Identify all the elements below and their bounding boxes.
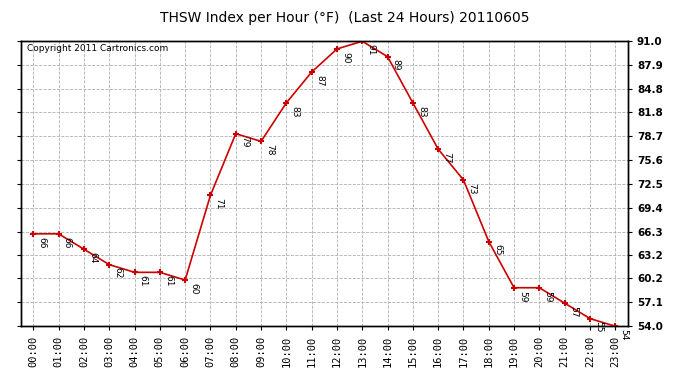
Text: 65: 65 [493,244,502,256]
Text: 83: 83 [290,106,299,117]
Text: 83: 83 [417,106,426,117]
Text: 66: 66 [63,237,72,248]
Text: 64: 64 [88,252,97,263]
Text: 59: 59 [544,291,553,302]
Text: 59: 59 [518,291,527,302]
Text: 60: 60 [189,283,198,294]
Text: 87: 87 [316,75,325,86]
Text: 89: 89 [392,59,401,71]
Text: 90: 90 [341,52,350,63]
Text: 71: 71 [215,198,224,210]
Text: 77: 77 [442,152,451,164]
Text: 66: 66 [37,237,46,248]
Text: 55: 55 [594,321,603,333]
Text: 91: 91 [366,44,375,55]
Text: 61: 61 [139,275,148,286]
Text: 54: 54 [620,329,629,340]
Text: 73: 73 [468,183,477,194]
Text: THSW Index per Hour (°F)  (Last 24 Hours) 20110605: THSW Index per Hour (°F) (Last 24 Hours)… [160,11,530,25]
Text: 62: 62 [113,267,122,279]
Text: 78: 78 [265,144,274,156]
Text: Copyright 2011 Cartronics.com: Copyright 2011 Cartronics.com [27,44,168,53]
Text: 61: 61 [164,275,173,286]
Text: 79: 79 [240,136,249,148]
Text: 57: 57 [569,306,578,317]
